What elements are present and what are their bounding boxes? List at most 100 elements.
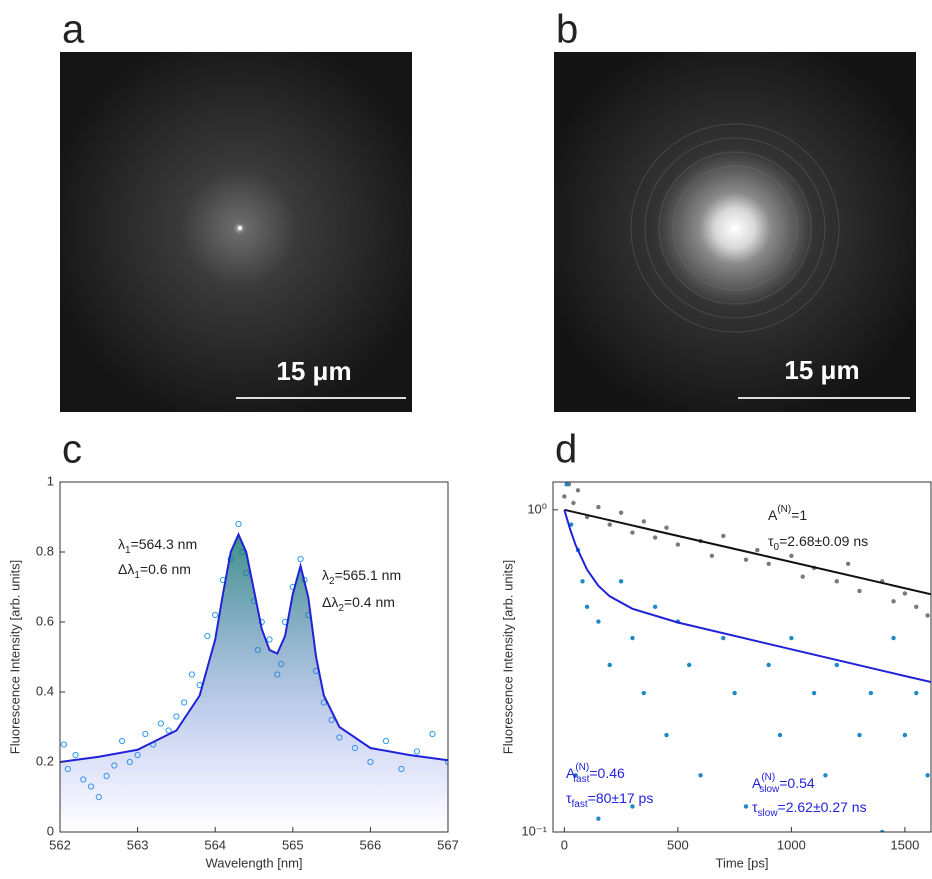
annotation-sub: 2	[338, 603, 344, 614]
annotation-text: τ	[752, 799, 758, 815]
x-tick-label: 567	[437, 837, 459, 852]
data-point	[800, 574, 805, 579]
y-tick-label: 0	[47, 823, 54, 838]
data-point	[823, 773, 828, 778]
annotation-text: Δλ	[118, 561, 134, 577]
chart-panel: d 0 500 1000 1500 10⁻¹ 10⁰ Time [ps] Fluorescenc…	[500, 428, 932, 870]
data-point	[641, 690, 647, 696]
data-point	[297, 555, 304, 563]
annotation: Δλ1=0.6 nm	[118, 561, 191, 581]
annotation-sup: (N)	[761, 772, 775, 783]
x-axis-label: Time [ps]	[716, 855, 769, 870]
annotation: λ2=565.1 nm	[322, 567, 401, 587]
fit-line	[564, 508, 931, 596]
data-point	[580, 579, 585, 584]
data-point	[709, 553, 715, 558]
data-point	[743, 557, 749, 562]
annotation: Δλ2=0.4 nm	[322, 594, 395, 614]
fit-line	[563, 509, 931, 684]
annotation: A(N) fast=0.46	[566, 762, 625, 785]
annotation-text: =1	[791, 507, 807, 523]
annotation-text: =2.62±0.27 ns	[778, 799, 867, 815]
data-point	[60, 741, 67, 748]
data-point	[766, 662, 771, 668]
annotation-text: =564.3 nm	[131, 536, 198, 552]
chart-panel: c 562 563 564 565 566 567 0 0.2 0.4 0.6 0.8 1 Wavelen…	[7, 428, 458, 871]
scale-bar-label: 15 μm	[784, 355, 859, 385]
data-point	[868, 690, 874, 696]
annotation-sub: slow	[758, 808, 779, 819]
annotation-text: Δλ	[322, 594, 338, 610]
data-point	[204, 632, 211, 640]
data-point	[571, 500, 576, 506]
data-point	[766, 561, 771, 566]
annotation-sub: fast	[573, 774, 589, 785]
data-point	[413, 748, 421, 755]
data-point	[698, 773, 703, 778]
annotation-sup: (N)	[777, 504, 791, 515]
annotation-text: =0.46	[589, 765, 625, 781]
data-point	[630, 804, 635, 809]
annotation-text: =2.68±0.09 ns	[779, 533, 868, 549]
data-point	[607, 522, 612, 527]
data-point	[618, 510, 624, 515]
data-point	[925, 613, 930, 618]
data-point	[641, 519, 647, 524]
annotation-text: =80±17 ps	[588, 790, 654, 806]
y-tick-label: 0.4	[36, 683, 54, 698]
fit-area	[60, 534, 448, 832]
image-panel-b: b 15 μm	[554, 8, 916, 412]
microscope-image	[554, 52, 916, 412]
data-point	[596, 619, 601, 624]
data-point	[721, 533, 726, 539]
annotation: τ0=2.68±0.09 ns	[768, 533, 868, 553]
data-point	[789, 635, 794, 641]
annotation: A(N) slow=0.54	[752, 772, 815, 795]
y-tick-label: 1	[47, 473, 54, 488]
data-point	[575, 488, 581, 493]
annotation: A(N)=1	[768, 504, 807, 523]
y-tick-label: 0.8	[36, 543, 54, 558]
data-point	[834, 579, 839, 584]
data-point	[652, 604, 658, 610]
data-point	[596, 816, 601, 821]
x-tick-label: 566	[360, 837, 382, 852]
data-point	[857, 588, 862, 594]
scale-bar-label: 15 μm	[276, 356, 351, 386]
annotation-text: =0.6 nm	[140, 561, 191, 577]
annotation-text: λ	[322, 567, 329, 583]
data-point	[173, 713, 180, 720]
plot-frame	[552, 481, 932, 833]
data-point	[789, 553, 794, 558]
data-point	[925, 773, 930, 778]
annotation: λ1=564.3 nm	[118, 536, 197, 556]
data-point	[573, 773, 578, 778]
data-point	[596, 504, 601, 510]
data-point	[834, 662, 839, 668]
data-point	[630, 530, 635, 535]
data-point	[429, 730, 436, 738]
annotation-text: =565.1 nm	[335, 567, 402, 583]
annotation: τslow=2.62±0.27 ns	[752, 799, 867, 819]
data-point	[72, 751, 79, 759]
data-point	[181, 699, 188, 706]
data-point	[584, 604, 590, 610]
microscope-image	[60, 52, 412, 412]
data-point	[165, 727, 172, 734]
data-point	[811, 690, 817, 696]
data-point	[235, 520, 242, 528]
data-point	[755, 547, 760, 553]
plot-frame	[59, 481, 449, 833]
x-tick-label: 565	[282, 837, 304, 852]
rings	[630, 123, 840, 333]
annotation-text: τ	[566, 790, 572, 806]
annotation-text: A	[752, 775, 762, 791]
data-point	[777, 732, 783, 738]
annotation-text: λ	[118, 536, 125, 552]
data-point	[630, 635, 635, 641]
data-point	[664, 525, 669, 530]
plot-data	[60, 520, 448, 832]
y-axis-label: Fluorescence Intensity [arb. units]	[500, 560, 515, 754]
data-point	[879, 829, 885, 832]
